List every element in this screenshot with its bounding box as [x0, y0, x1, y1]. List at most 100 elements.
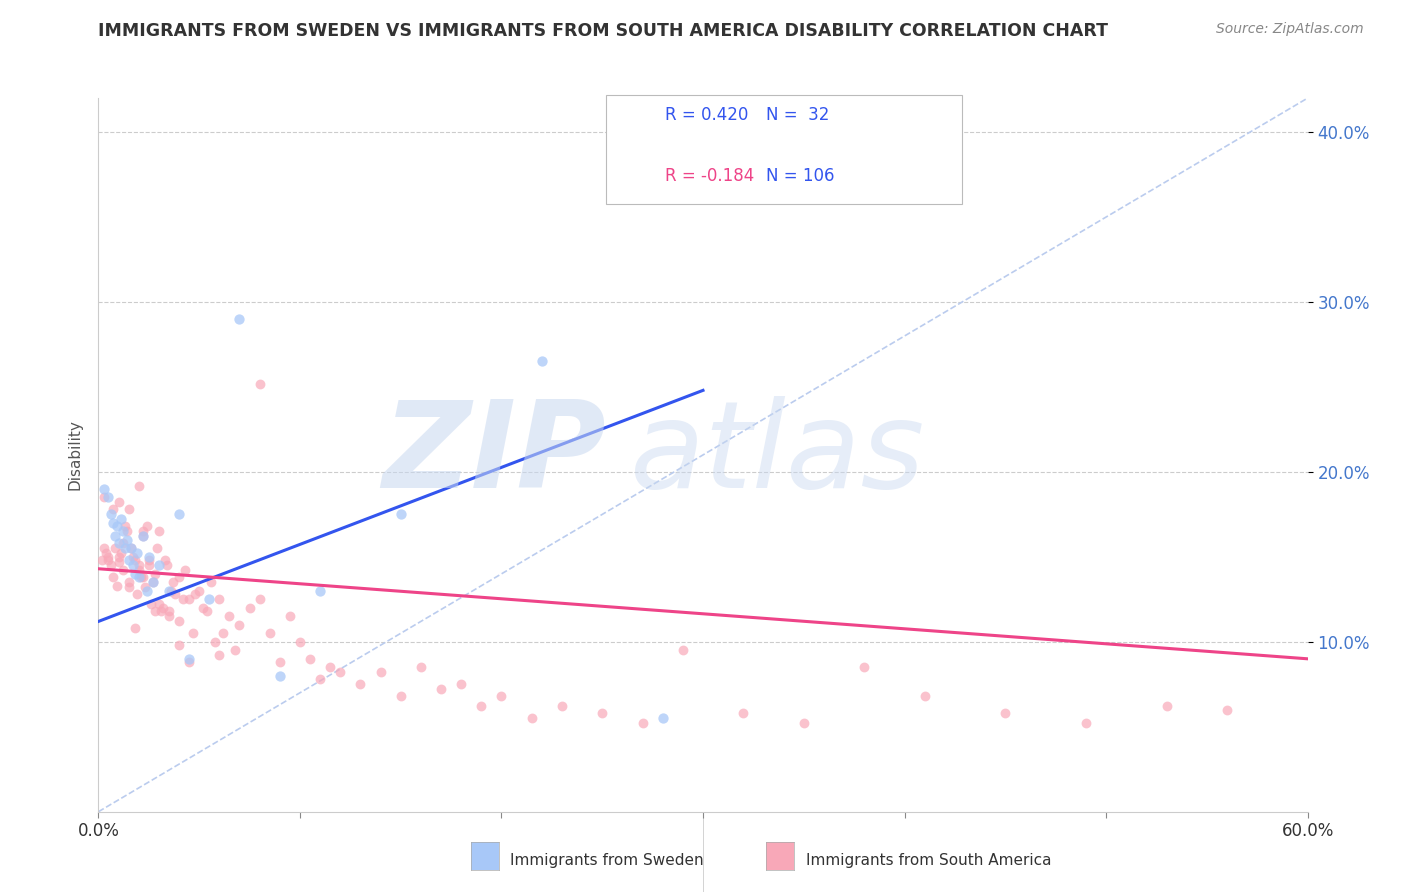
Point [138, 553, 160, 567]
Point [125, 587, 148, 601]
Point [733, 706, 755, 721]
Point [288, 635, 311, 649]
Point [118, 502, 141, 516]
Point [208, 592, 231, 607]
Point [149, 604, 172, 618]
Point [152, 600, 174, 615]
Point [103, 541, 125, 556]
Point [143, 604, 166, 618]
Point [193, 600, 215, 615]
Point [114, 519, 136, 533]
Point [107, 555, 129, 569]
Point [631, 716, 654, 731]
Point [174, 564, 197, 578]
Text: N =  32: N = 32 [766, 106, 830, 124]
Point [179, 655, 201, 669]
Point [125, 546, 148, 560]
Point [148, 558, 170, 573]
Point [651, 711, 673, 725]
Point [156, 558, 179, 573]
Point [93, 482, 115, 496]
Point [167, 638, 190, 652]
Text: Source: ZipAtlas.com: Source: ZipAtlas.com [1216, 22, 1364, 37]
Point [105, 579, 128, 593]
Point [319, 660, 342, 674]
Point [148, 598, 170, 612]
Point [167, 570, 190, 584]
Point [110, 546, 132, 560]
Point [349, 677, 371, 691]
Point [132, 529, 155, 543]
Point [114, 541, 136, 556]
Point [121, 558, 143, 573]
Point [212, 626, 235, 640]
Point [167, 508, 190, 522]
Point [124, 621, 146, 635]
Point [157, 604, 180, 618]
Point [1156, 699, 1178, 714]
Point [167, 615, 190, 629]
Point [551, 699, 574, 714]
Point [162, 575, 184, 590]
Point [409, 660, 432, 674]
Point [120, 541, 142, 556]
Point [111, 524, 134, 539]
Point [672, 643, 695, 657]
Point [228, 312, 250, 326]
Point [181, 626, 204, 640]
Point [218, 609, 240, 624]
Point [309, 672, 332, 686]
Point [93, 491, 115, 505]
Point [118, 581, 141, 595]
Point [96, 546, 118, 560]
Point [157, 609, 180, 624]
Point [103, 529, 125, 543]
Text: Immigrants from South America: Immigrants from South America [806, 854, 1052, 868]
Point [97, 549, 120, 564]
Point [269, 655, 291, 669]
Point [107, 495, 129, 509]
Point [520, 711, 543, 725]
Point [188, 583, 211, 598]
Point [1216, 703, 1239, 717]
Point [153, 553, 176, 567]
Point [208, 648, 231, 663]
Point [491, 689, 513, 703]
Point [157, 583, 180, 598]
Point [329, 665, 352, 680]
Text: N = 106: N = 106 [766, 167, 835, 185]
Point [309, 583, 332, 598]
Point [135, 519, 157, 533]
Point [115, 533, 138, 547]
Point [138, 558, 160, 573]
Point [228, 617, 250, 632]
Point [128, 478, 150, 492]
Point [299, 652, 322, 666]
Point [115, 524, 138, 539]
Point [994, 706, 1017, 721]
Text: Immigrants from Sweden: Immigrants from Sweden [510, 854, 704, 868]
Point [239, 600, 262, 615]
Point [146, 541, 169, 556]
Point [124, 566, 146, 581]
Point [97, 491, 120, 505]
Point [591, 706, 613, 721]
Point [470, 699, 492, 714]
Point [101, 502, 124, 516]
Point [100, 508, 122, 522]
Point [224, 643, 246, 657]
Point [195, 604, 218, 618]
Point [389, 689, 412, 703]
Point [121, 549, 143, 564]
Point [793, 716, 815, 731]
Point [97, 553, 120, 567]
Point [172, 592, 194, 607]
Point [105, 519, 128, 533]
Point [198, 592, 221, 607]
Point [249, 592, 271, 607]
Point [249, 376, 271, 391]
Point [128, 564, 150, 578]
Point [120, 541, 142, 556]
Point [91, 553, 114, 567]
Point [128, 558, 150, 573]
